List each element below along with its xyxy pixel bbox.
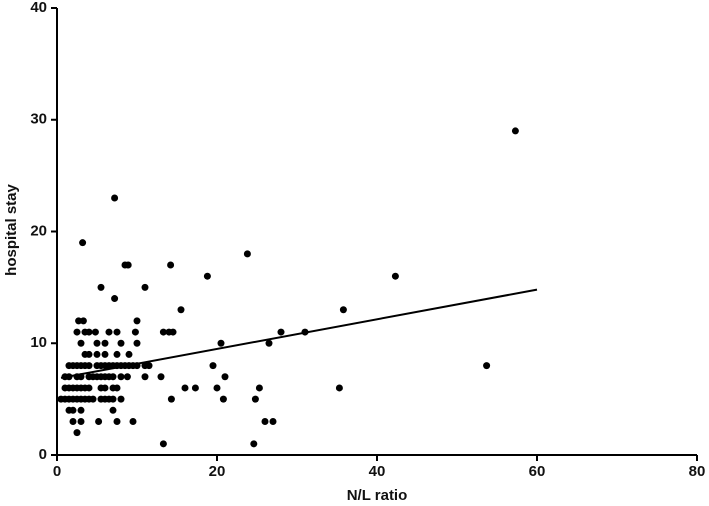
point: [85, 384, 93, 392]
x-tick-label: 0: [53, 463, 61, 480]
point: [191, 384, 199, 392]
point: [221, 373, 229, 381]
y-tick-label: 40: [30, 0, 47, 16]
point: [335, 384, 343, 392]
point: [511, 127, 519, 135]
point: [91, 328, 99, 336]
point: [159, 440, 167, 448]
point: [117, 339, 125, 347]
point: [213, 384, 221, 392]
point: [339, 306, 347, 314]
point: [133, 339, 141, 347]
point: [159, 328, 167, 336]
point: [269, 417, 277, 425]
point: [113, 417, 121, 425]
point: [167, 261, 175, 269]
point: [125, 350, 133, 358]
point: [177, 306, 185, 314]
point: [97, 283, 105, 291]
point: [391, 272, 399, 280]
point: [85, 362, 93, 370]
point: [133, 317, 141, 325]
point: [85, 328, 93, 336]
x-tick-label: 40: [369, 463, 386, 480]
point: [483, 362, 491, 370]
point: [219, 395, 227, 403]
point: [89, 395, 97, 403]
point: [77, 339, 85, 347]
point: [111, 194, 119, 202]
point: [73, 328, 81, 336]
point: [261, 417, 269, 425]
y-tick-label: 0: [39, 446, 47, 463]
point: [181, 384, 189, 392]
point: [141, 373, 149, 381]
point: [277, 328, 285, 336]
y-tick-label: 10: [30, 334, 47, 351]
point: [93, 339, 101, 347]
point: [124, 261, 132, 269]
point: [113, 328, 121, 336]
point: [113, 350, 121, 358]
point: [77, 406, 85, 414]
point: [109, 395, 117, 403]
point: [131, 328, 139, 336]
point: [265, 339, 273, 347]
point: [73, 429, 81, 437]
x-tick-label: 80: [689, 463, 706, 480]
point: [113, 384, 121, 392]
y-axis-label: hospital stay: [3, 184, 20, 276]
x-tick-label: 20: [209, 463, 226, 480]
point: [167, 395, 175, 403]
point: [109, 373, 117, 381]
point: [169, 328, 177, 336]
point: [69, 417, 77, 425]
y-tick-label: 30: [30, 111, 47, 128]
point: [243, 250, 251, 258]
point: [117, 395, 125, 403]
point: [117, 373, 125, 381]
point: [123, 373, 131, 381]
point: [101, 384, 109, 392]
point: [129, 417, 137, 425]
point: [93, 350, 101, 358]
point: [145, 362, 153, 370]
point: [203, 272, 211, 280]
point: [85, 350, 93, 358]
point: [79, 317, 87, 325]
point: [217, 339, 225, 347]
point: [101, 350, 109, 358]
point: [209, 362, 217, 370]
point: [75, 317, 83, 325]
point: [251, 395, 259, 403]
x-tick-label: 60: [529, 463, 546, 480]
point: [79, 239, 87, 247]
x-axis-label: N/L ratio: [347, 487, 408, 504]
regression-line: [60, 288, 538, 379]
point: [141, 283, 149, 291]
point: [69, 406, 77, 414]
point: [111, 295, 119, 303]
point: [105, 328, 113, 336]
point: [101, 339, 109, 347]
point: [77, 417, 85, 425]
y-tick-label: 20: [30, 222, 47, 239]
point: [255, 384, 263, 392]
point: [95, 417, 103, 425]
point: [250, 440, 258, 448]
point: [109, 406, 117, 414]
point: [157, 373, 165, 381]
